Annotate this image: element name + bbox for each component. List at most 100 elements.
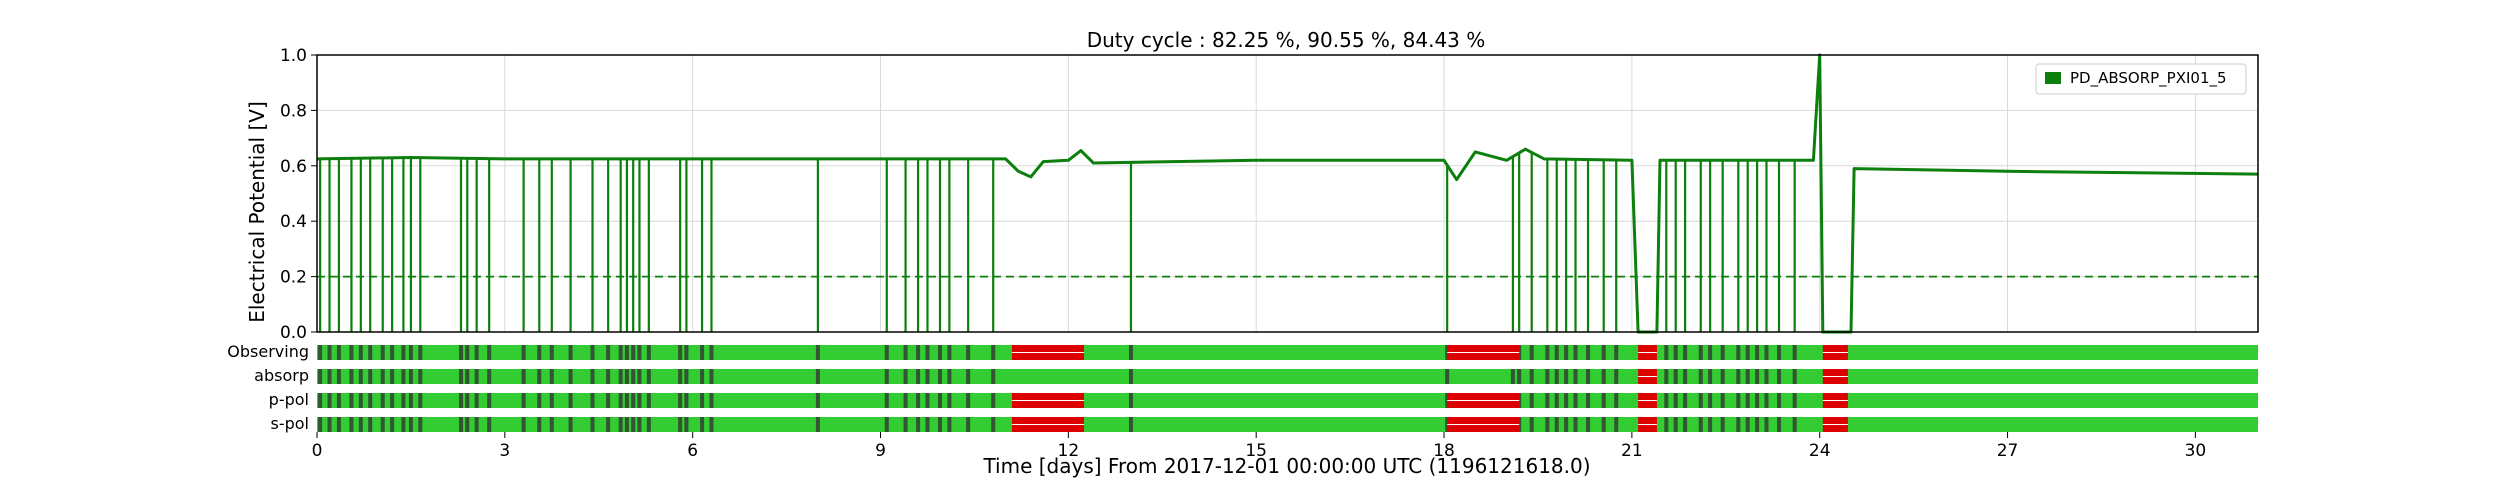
x-tick-label: 9 — [875, 441, 886, 461]
segment-gap — [631, 369, 636, 384]
x-tick-label: 3 — [499, 441, 510, 461]
segment-gap — [380, 417, 385, 432]
segment-gap — [408, 417, 413, 432]
segment-gap — [631, 345, 636, 360]
y-axis-ticks: 0.0 0.2 0.4 0.6 0.8 1.0 — [280, 46, 317, 343]
segment-gap — [1777, 417, 1782, 432]
segment-gap — [465, 369, 470, 384]
y-tick-label: 0.8 — [280, 101, 307, 121]
segment-gap — [1529, 369, 1534, 384]
segment-gap — [1755, 345, 1760, 360]
segment-gap — [537, 345, 542, 360]
segment-gap — [390, 369, 395, 384]
segment-gap — [1545, 417, 1550, 432]
segment-gap — [390, 393, 395, 408]
segment-gap — [465, 393, 470, 408]
segment-gap — [1736, 393, 1741, 408]
segment-gap — [1792, 393, 1797, 408]
x-tick-label: 21 — [1621, 441, 1643, 461]
segment-gap — [916, 393, 921, 408]
segment-bar — [317, 369, 2258, 384]
x-tick-label: 12 — [1058, 441, 1080, 461]
segment-gap — [327, 369, 332, 384]
segment-gap — [1614, 393, 1619, 408]
segment-gap — [1573, 417, 1578, 432]
segment-gap — [1720, 345, 1725, 360]
x-tick-label: 18 — [1433, 441, 1455, 461]
segment-gap — [1792, 417, 1797, 432]
segment-gap — [1586, 345, 1591, 360]
segment-gap — [1128, 417, 1133, 432]
segment-gap — [380, 345, 385, 360]
segment-gap — [618, 417, 623, 432]
segment-gap — [1755, 417, 1760, 432]
segment-gap — [1683, 393, 1688, 408]
segment-gap — [606, 369, 611, 384]
segment-gap — [1554, 369, 1559, 384]
y-tick-label: 0.2 — [280, 268, 307, 288]
segment-gap — [709, 369, 714, 384]
segment-gap — [1708, 369, 1713, 384]
segment-gap — [1445, 369, 1450, 384]
segment-gap — [349, 345, 354, 360]
segment-gap — [1586, 369, 1591, 384]
segment-gap — [459, 417, 464, 432]
segment-gap — [1529, 345, 1534, 360]
segment-gap — [1614, 369, 1619, 384]
segment-gap — [487, 393, 492, 408]
segment-gap — [1664, 417, 1669, 432]
segment-gap — [709, 393, 714, 408]
segment-gap — [991, 369, 996, 384]
segment-gap — [966, 369, 971, 384]
segment-gap — [568, 393, 573, 408]
segment-gap — [1764, 417, 1769, 432]
segment-gap — [568, 369, 573, 384]
segment-gap — [700, 345, 705, 360]
series-line — [316, 53, 2259, 334]
segment-gap — [815, 345, 820, 360]
segment-gap — [521, 417, 526, 432]
segment-gap — [947, 345, 952, 360]
segment-gap — [903, 345, 908, 360]
segment-gap — [568, 345, 573, 360]
segment-gap — [925, 345, 930, 360]
segment-gap — [1601, 393, 1606, 408]
segment-gap — [1664, 369, 1669, 384]
segment-gap — [1720, 393, 1725, 408]
segment-gap — [1720, 369, 1725, 384]
x-axis-ticks: 0 3 6 9 12 15 18 21 24 27 30 — [312, 432, 2206, 461]
segment-gap — [1673, 393, 1678, 408]
segment-gap — [1736, 369, 1741, 384]
segment-gap — [606, 393, 611, 408]
segment-gap — [336, 345, 341, 360]
segment-gap — [537, 393, 542, 408]
segment-gap — [937, 369, 942, 384]
segment-gap — [336, 393, 341, 408]
segment-gap — [521, 345, 526, 360]
segment-gap — [606, 417, 611, 432]
segment-gap — [925, 417, 930, 432]
segment-row-label: p-pol — [269, 390, 309, 409]
segment-gap — [390, 417, 395, 432]
segment-gap — [1764, 393, 1769, 408]
legend-label: PD_ABSORP_PXI01_5 — [2070, 69, 2227, 88]
segment-gap — [568, 417, 573, 432]
segment-bar — [317, 345, 2258, 360]
segment-gap — [1573, 345, 1578, 360]
segment-gap — [925, 393, 930, 408]
segment-gap — [1128, 345, 1133, 360]
segment-gap — [459, 393, 464, 408]
segment-gap — [1736, 417, 1741, 432]
segment-gap — [1792, 369, 1797, 384]
segment-gap — [368, 417, 373, 432]
segment-gap — [459, 369, 464, 384]
segment-gap — [1708, 345, 1713, 360]
segment-gap — [916, 417, 921, 432]
segment-gap — [1128, 369, 1133, 384]
segment-gap — [646, 417, 651, 432]
y-tick-label: 1.0 — [280, 46, 307, 66]
segment-gap — [678, 369, 683, 384]
segment-gap — [408, 369, 413, 384]
y-tick-label: 0.4 — [280, 212, 307, 232]
segment-gap — [1745, 369, 1750, 384]
